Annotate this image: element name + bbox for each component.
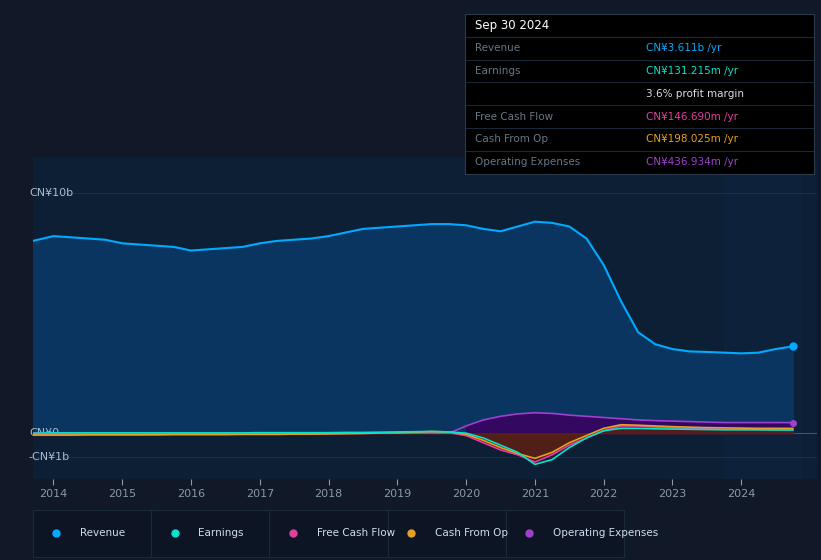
Text: Earnings: Earnings [475, 66, 521, 76]
Text: CN¥0: CN¥0 [29, 428, 59, 438]
Text: Operating Expenses: Operating Expenses [475, 157, 580, 167]
Text: Revenue: Revenue [475, 43, 521, 53]
Text: -CN¥1b: -CN¥1b [29, 452, 70, 462]
Text: Sep 30 2024: Sep 30 2024 [475, 19, 549, 32]
Text: Operating Expenses: Operating Expenses [553, 529, 658, 538]
Text: CN¥198.025m /yr: CN¥198.025m /yr [646, 134, 738, 144]
Text: CN¥10b: CN¥10b [29, 188, 73, 198]
Text: CN¥131.215m /yr: CN¥131.215m /yr [646, 66, 738, 76]
Bar [724, 157, 800, 479]
Text: Free Cash Flow: Free Cash Flow [317, 529, 395, 538]
Text: CN¥436.934m /yr: CN¥436.934m /yr [646, 157, 738, 167]
Text: Earnings: Earnings [199, 529, 244, 538]
Text: 3.6% profit margin: 3.6% profit margin [646, 89, 744, 99]
Text: Cash From Op: Cash From Op [475, 134, 548, 144]
Text: Cash From Op: Cash From Op [435, 529, 508, 538]
Text: CN¥3.611b /yr: CN¥3.611b /yr [646, 43, 722, 53]
Text: Revenue: Revenue [80, 529, 126, 538]
Text: Free Cash Flow: Free Cash Flow [475, 111, 553, 122]
Text: CN¥146.690m /yr: CN¥146.690m /yr [646, 111, 738, 122]
